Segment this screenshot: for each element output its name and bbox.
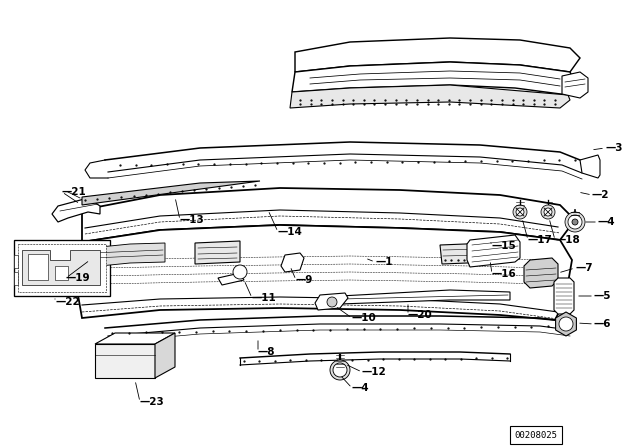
Polygon shape <box>292 62 575 95</box>
Text: —12: —12 <box>362 367 387 377</box>
Text: —18: —18 <box>555 235 580 245</box>
Polygon shape <box>82 188 575 242</box>
Text: —2: —2 <box>592 190 609 200</box>
Circle shape <box>330 360 350 380</box>
Polygon shape <box>14 272 18 285</box>
Circle shape <box>513 205 527 219</box>
Polygon shape <box>14 255 18 268</box>
Polygon shape <box>95 333 175 344</box>
Polygon shape <box>55 266 68 280</box>
Text: —23: —23 <box>140 397 164 407</box>
Text: 00208025: 00208025 <box>515 431 557 439</box>
Polygon shape <box>281 253 304 272</box>
Polygon shape <box>440 243 492 264</box>
Text: —11: —11 <box>252 293 276 303</box>
Polygon shape <box>218 273 244 285</box>
Text: —3: —3 <box>605 143 623 153</box>
Polygon shape <box>524 258 558 288</box>
Text: —22: —22 <box>55 297 80 307</box>
Circle shape <box>516 208 524 216</box>
Polygon shape <box>195 241 240 264</box>
Polygon shape <box>340 290 510 304</box>
Text: —19: —19 <box>66 273 91 283</box>
Polygon shape <box>52 198 100 222</box>
Circle shape <box>541 205 555 219</box>
Text: —14: —14 <box>278 227 303 237</box>
Text: —4: —4 <box>352 383 370 393</box>
Text: —21: —21 <box>62 187 87 197</box>
Text: —7: —7 <box>575 263 593 273</box>
Polygon shape <box>580 155 600 178</box>
Circle shape <box>559 317 573 331</box>
Text: —15: —15 <box>492 241 516 251</box>
Text: —20: —20 <box>408 310 433 320</box>
Text: —5: —5 <box>594 291 611 301</box>
Circle shape <box>568 215 582 229</box>
Circle shape <box>565 212 585 232</box>
Text: —16: —16 <box>492 269 516 279</box>
Text: —8: —8 <box>258 347 275 357</box>
Circle shape <box>544 208 552 216</box>
Text: —13: —13 <box>180 215 205 225</box>
Polygon shape <box>22 250 100 285</box>
Polygon shape <box>82 181 260 205</box>
Polygon shape <box>554 278 574 314</box>
Polygon shape <box>290 85 570 108</box>
Text: —6: —6 <box>594 319 611 329</box>
Text: —9: —9 <box>296 275 314 285</box>
Circle shape <box>233 265 247 279</box>
Circle shape <box>572 219 578 225</box>
Text: —1: —1 <box>375 257 392 267</box>
Polygon shape <box>295 38 580 72</box>
Text: —4: —4 <box>598 217 616 227</box>
Polygon shape <box>467 235 520 267</box>
Text: —17: —17 <box>528 235 553 245</box>
Polygon shape <box>95 344 155 378</box>
Polygon shape <box>78 225 572 320</box>
Text: —10: —10 <box>352 313 377 323</box>
Circle shape <box>333 363 347 377</box>
Circle shape <box>327 297 337 307</box>
Polygon shape <box>155 333 175 378</box>
Polygon shape <box>90 243 165 267</box>
Polygon shape <box>18 244 106 292</box>
Polygon shape <box>28 254 48 280</box>
Polygon shape <box>14 240 110 296</box>
Polygon shape <box>315 293 348 310</box>
Polygon shape <box>562 72 588 98</box>
Polygon shape <box>556 312 577 336</box>
